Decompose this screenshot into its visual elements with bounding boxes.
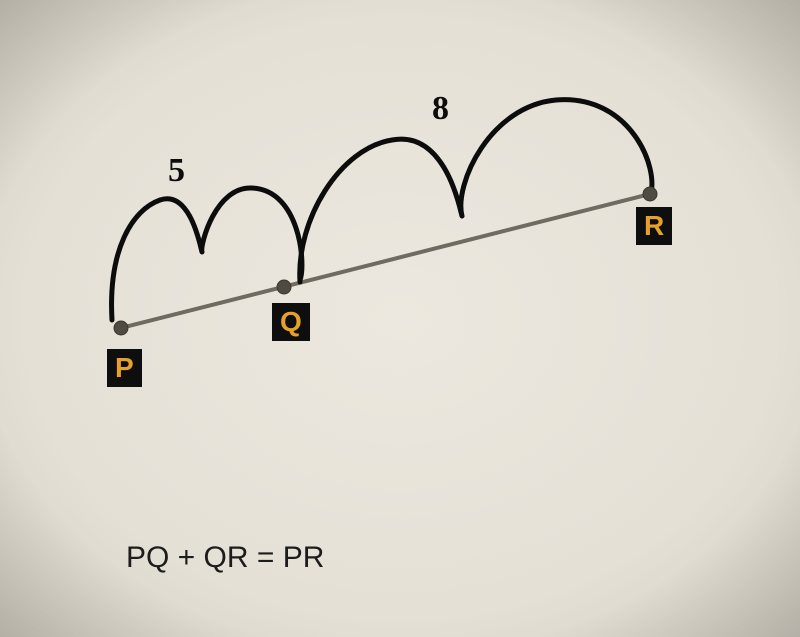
point-R-marker [643,187,657,201]
point-label-P: P [107,349,142,387]
diagram-stage: 5 8 P Q R PQ + QR = PR 5 + 8 = PR 13 = P… [0,0,800,637]
arc-label-PQ: 5 [168,152,185,190]
point-P-marker [114,321,128,335]
point-label-R: R [636,207,672,245]
vignette [0,0,800,637]
diagram-canvas [0,0,800,637]
point-label-Q: Q [272,303,310,341]
equation-line-1: PQ + QR = PR [126,540,324,576]
point-Q-marker [277,280,291,294]
equations-block: PQ + QR = PR 5 + 8 = PR 13 = PR [126,468,324,637]
arc-label-QR: 8 [432,90,449,128]
